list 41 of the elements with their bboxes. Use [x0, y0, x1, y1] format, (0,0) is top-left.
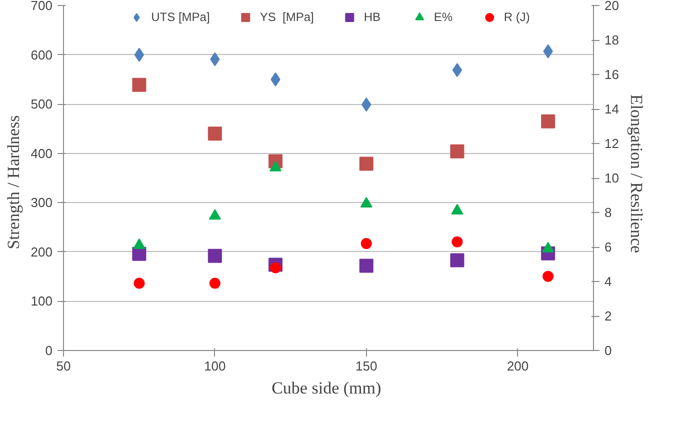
y-tick-label: 200 — [30, 244, 53, 260]
y-tick-label: 300 — [30, 195, 53, 210]
x-tick-label: 200 — [506, 358, 529, 374]
legend-label: HB — [364, 10, 382, 24]
y2-tick-label: 6 — [604, 240, 612, 254]
point — [452, 63, 462, 78]
point — [208, 248, 222, 263]
point — [450, 144, 464, 158]
y2-tick-label: 14 — [604, 102, 619, 116]
y2-tick-label: 12 — [604, 136, 619, 151]
x-tick-label: 150 — [356, 358, 378, 374]
point — [132, 78, 146, 92]
legend-label: E% — [434, 10, 454, 24]
x-tick-label: 50 — [56, 358, 71, 374]
point — [450, 253, 464, 268]
legend-label: R (J) — [504, 10, 530, 24]
y-tick-label: 100 — [30, 294, 53, 309]
point — [541, 114, 556, 128]
legend-label: UTS [MPa] — [151, 10, 210, 24]
y2-tick-label: 16 — [604, 67, 619, 82]
point — [359, 156, 374, 171]
y-tick-label: 600 — [30, 47, 53, 62]
x-axis-title: Cube side (mm) — [272, 378, 382, 398]
y-axis-title: Strength / Hardness — [4, 115, 23, 250]
y2-tick-label: 0 — [604, 343, 612, 358]
x-tick-label: 100 — [204, 358, 226, 374]
y2-tick-label: 10 — [604, 170, 619, 186]
y-tick-label: 0 — [45, 343, 53, 358]
point — [359, 258, 374, 273]
y2-tick-label: 20 — [604, 0, 619, 13]
y-tick-label: 500 — [30, 96, 53, 112]
y2-tick-label: 2 — [604, 308, 612, 324]
y2-axis-title: Elongation / Resilience — [626, 94, 646, 254]
y2-tick-label: 8 — [604, 205, 612, 220]
y-tick-label: 700 — [30, 0, 53, 13]
point — [134, 48, 144, 62]
y2-tick-label: 4 — [604, 274, 612, 289]
y-tick-label: 400 — [30, 146, 53, 161]
y2-tick-label: 18 — [604, 32, 619, 48]
point — [208, 126, 222, 141]
legend-label: YS [MPa] — [260, 10, 314, 24]
